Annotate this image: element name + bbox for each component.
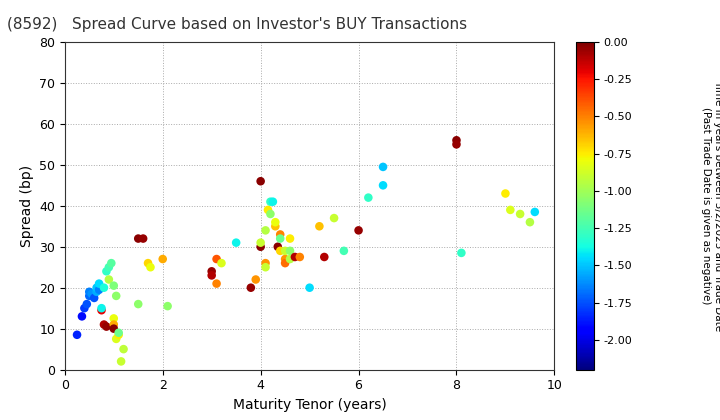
Point <box>106 260 117 266</box>
Point <box>338 247 350 254</box>
Point <box>279 256 291 262</box>
Point <box>143 260 154 266</box>
Point <box>505 207 516 213</box>
Point <box>269 219 281 226</box>
Point <box>132 301 144 307</box>
Point <box>103 276 114 283</box>
Point <box>108 321 120 328</box>
Point <box>514 210 526 217</box>
Y-axis label: Time in years between 5/2/2025 and Trade Date
(Past Trade Date is given as negat: Time in years between 5/2/2025 and Trade… <box>701 80 720 331</box>
Point <box>279 260 291 266</box>
Point <box>211 280 222 287</box>
Point <box>206 272 217 279</box>
Point <box>230 239 242 246</box>
Point <box>250 276 261 283</box>
Point <box>132 235 144 242</box>
Point <box>529 209 541 215</box>
Point <box>103 264 114 270</box>
Point <box>289 254 301 260</box>
Point <box>108 325 120 332</box>
Point <box>255 239 266 246</box>
Point <box>81 301 93 307</box>
Point <box>91 289 102 295</box>
Point <box>363 194 374 201</box>
Point <box>265 198 276 205</box>
Y-axis label: Spread (bp): Spread (bp) <box>19 165 34 247</box>
Point <box>500 190 511 197</box>
Point <box>138 235 149 242</box>
Point <box>294 254 305 260</box>
Point <box>314 223 325 230</box>
Point <box>115 358 127 365</box>
Point <box>451 137 462 144</box>
Point <box>91 284 102 291</box>
Point <box>108 315 120 322</box>
Point <box>265 210 276 217</box>
Point <box>101 268 112 275</box>
Point <box>94 286 105 293</box>
Point <box>96 307 107 314</box>
Point <box>262 207 274 213</box>
Point <box>78 305 90 312</box>
Point <box>284 235 296 242</box>
Point <box>98 321 109 328</box>
Point <box>216 260 228 266</box>
Point <box>245 284 256 291</box>
Point <box>255 178 266 184</box>
Point <box>211 256 222 262</box>
X-axis label: Maturity Tenor (years): Maturity Tenor (years) <box>233 398 387 412</box>
Point <box>86 291 97 297</box>
Point <box>377 163 389 170</box>
Point <box>304 284 315 291</box>
Point <box>267 198 279 205</box>
Point <box>260 260 271 266</box>
Point <box>269 223 281 230</box>
Text: (8592)   Spread Curve based on Investor's BUY Transactions: (8592) Spread Curve based on Investor's … <box>7 17 467 32</box>
Point <box>328 215 340 221</box>
Point <box>113 329 125 336</box>
Point <box>113 331 125 338</box>
Point <box>255 243 266 250</box>
Point <box>98 284 109 291</box>
Point <box>524 219 536 226</box>
Point <box>89 294 100 301</box>
Point <box>110 292 122 299</box>
Point <box>260 227 271 234</box>
Point <box>318 254 330 260</box>
Point <box>157 256 168 262</box>
Point <box>84 292 95 299</box>
Point <box>118 346 130 352</box>
Point <box>284 247 296 254</box>
Point <box>353 227 364 234</box>
Point <box>84 289 95 295</box>
Point <box>206 268 217 275</box>
Point <box>110 336 122 342</box>
Point <box>260 264 271 270</box>
Point <box>94 280 105 287</box>
Point <box>101 323 112 330</box>
Point <box>274 231 286 238</box>
Point <box>377 182 389 189</box>
Point <box>145 264 156 270</box>
Point <box>96 305 107 312</box>
Point <box>451 141 462 148</box>
Point <box>108 282 120 289</box>
Point <box>456 249 467 256</box>
Point <box>274 235 286 242</box>
Point <box>162 303 174 310</box>
Point <box>272 243 284 250</box>
Point <box>274 247 286 254</box>
Point <box>284 256 296 262</box>
Point <box>76 313 88 320</box>
Point <box>279 247 291 254</box>
Point <box>71 331 83 338</box>
